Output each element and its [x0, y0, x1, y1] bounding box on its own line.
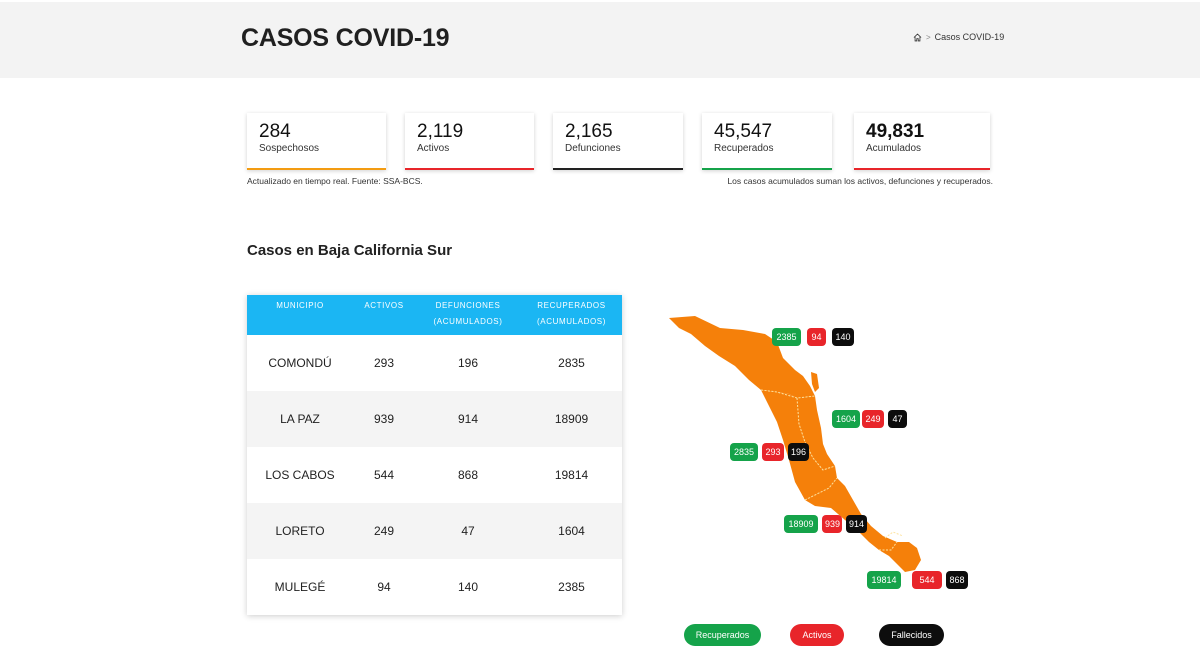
cell-municipio: LA PAZ [280, 412, 320, 426]
table-header: MUNICIPIO ACTIVOS DEFUNCIONES (ACUMULADOS… [247, 295, 622, 335]
stat-label: Sospechosos [259, 143, 320, 154]
table-row: LORETO 249 47 1604 [247, 503, 622, 559]
stat-label: Recuperados [714, 143, 774, 154]
cell-recuperados: 1604 [558, 524, 585, 538]
stat-value: 2,119 [417, 121, 464, 142]
map-municipal-boundaries [760, 389, 904, 551]
stat-value: 2,165 [565, 121, 613, 142]
cell-municipio: LOS CABOS [265, 468, 335, 482]
stat-value: 284 [259, 121, 291, 142]
page-title: CASOS COVID-19 [241, 24, 450, 52]
cell-activos: 293 [373, 356, 395, 370]
cell-activos: 249 [373, 524, 395, 538]
map-badge-recuperados: 19814 [867, 571, 901, 589]
stat-accent-bar [854, 168, 990, 170]
legend-recuperados: Recuperados [684, 624, 761, 646]
stat-card-defunciones: 2,165 Defunciones [553, 113, 683, 170]
map-badge-activos: 249 [862, 410, 884, 428]
column-header-recuperados: RECUPERADOS (ACUMULADOS) [537, 301, 606, 326]
stat-label: Defunciones [565, 143, 621, 154]
breadcrumb-separator: > [926, 32, 931, 42]
source-note: Actualizado en tiempo real. Fuente: SSA-… [247, 176, 423, 186]
cell-activos: 94 [377, 580, 391, 594]
stat-label: Acumulados [866, 143, 922, 154]
stat-card-acumulados: 49,831 Acumulados [854, 113, 990, 170]
map-badge-fallecidos: 868 [946, 571, 968, 589]
map-region-los-cabos[interactable] [879, 542, 921, 572]
cell-activos: 544 [373, 468, 395, 482]
map-region-mulege[interactable] [669, 316, 815, 398]
map-badge-activos: 94 [807, 328, 826, 346]
map-badge-fallecidos: 140 [832, 328, 854, 346]
stat-card-recuperados: 45,547 Recuperados [702, 113, 832, 170]
stat-accent-bar [553, 168, 683, 170]
stat-label: Activos [417, 143, 450, 154]
map-badge-fallecidos: 47 [888, 410, 907, 428]
map-region-loreto[interactable] [797, 396, 835, 470]
section-title: Casos en Baja California Sur [247, 242, 453, 259]
cell-defunciones: 914 [457, 412, 479, 426]
home-icon[interactable] [913, 33, 922, 42]
column-header-defunciones: DEFUNCIONES (ACUMULADOS) [433, 301, 503, 326]
cell-municipio: LORETO [275, 524, 325, 538]
table-row: LOS CABOS 544 868 19814 [247, 447, 622, 503]
cell-recuperados: 18909 [554, 412, 589, 426]
column-header-municipio: MUNICIPIO [276, 301, 324, 310]
map-badge-fallecidos: 914 [846, 515, 867, 533]
stat-card-sospechosos: 284 Sospechosos [247, 113, 386, 170]
cases-table: MUNICIPIO ACTIVOS DEFUNCIONES (ACUMULADOS… [247, 295, 622, 615]
map-badge-recuperados: 18909 [784, 515, 818, 533]
stat-value: 45,547 [714, 121, 773, 142]
cell-defunciones: 140 [457, 580, 479, 594]
cell-recuperados: 2835 [558, 356, 585, 370]
cell-municipio: MULEGÉ [274, 580, 326, 594]
stat-accent-bar [247, 168, 386, 170]
stat-accent-bar [405, 168, 534, 170]
map-badge-activos: 939 [822, 515, 842, 533]
cell-municipio: COMONDÚ [268, 356, 332, 370]
cell-recuperados: 19814 [554, 468, 589, 482]
cell-recuperados: 2385 [558, 580, 585, 594]
map-badge-activos: 544 [912, 571, 942, 589]
map-badge-recuperados: 1604 [832, 410, 860, 428]
table-row: COMONDÚ 293 196 2835 [247, 335, 622, 391]
cell-defunciones: 868 [457, 468, 479, 482]
cell-activos: 939 [373, 412, 395, 426]
breadcrumb: > Casos COVID-19 [913, 32, 1004, 42]
column-header-activos: ACTIVOS [364, 301, 404, 310]
map-badge-activos: 293 [762, 443, 784, 461]
table-row: MULEGÉ 94 140 2385 [247, 559, 622, 615]
map-badge-recuperados: 2835 [730, 443, 758, 461]
legend-activos: Activos [790, 624, 844, 646]
legend-fallecidos: Fallecidos [879, 624, 944, 646]
table-row: LA PAZ 939 914 18909 [247, 391, 622, 447]
stat-value: 49,831 [866, 121, 925, 142]
breadcrumb-current: Casos COVID-19 [934, 32, 1005, 42]
map-island [811, 372, 819, 392]
cell-defunciones: 196 [457, 356, 479, 370]
stat-accent-bar [702, 168, 832, 170]
page-header: CASOS COVID-19 > Casos COVID-19 [0, 2, 1200, 78]
accumulated-note: Los casos acumulados suman los activos, … [727, 176, 993, 186]
stat-card-activos: 2,119 Activos [405, 113, 534, 170]
map-badge-recuperados: 2385 [772, 328, 801, 346]
cell-defunciones: 47 [461, 524, 475, 538]
map-badge-fallecidos: 196 [788, 443, 809, 461]
